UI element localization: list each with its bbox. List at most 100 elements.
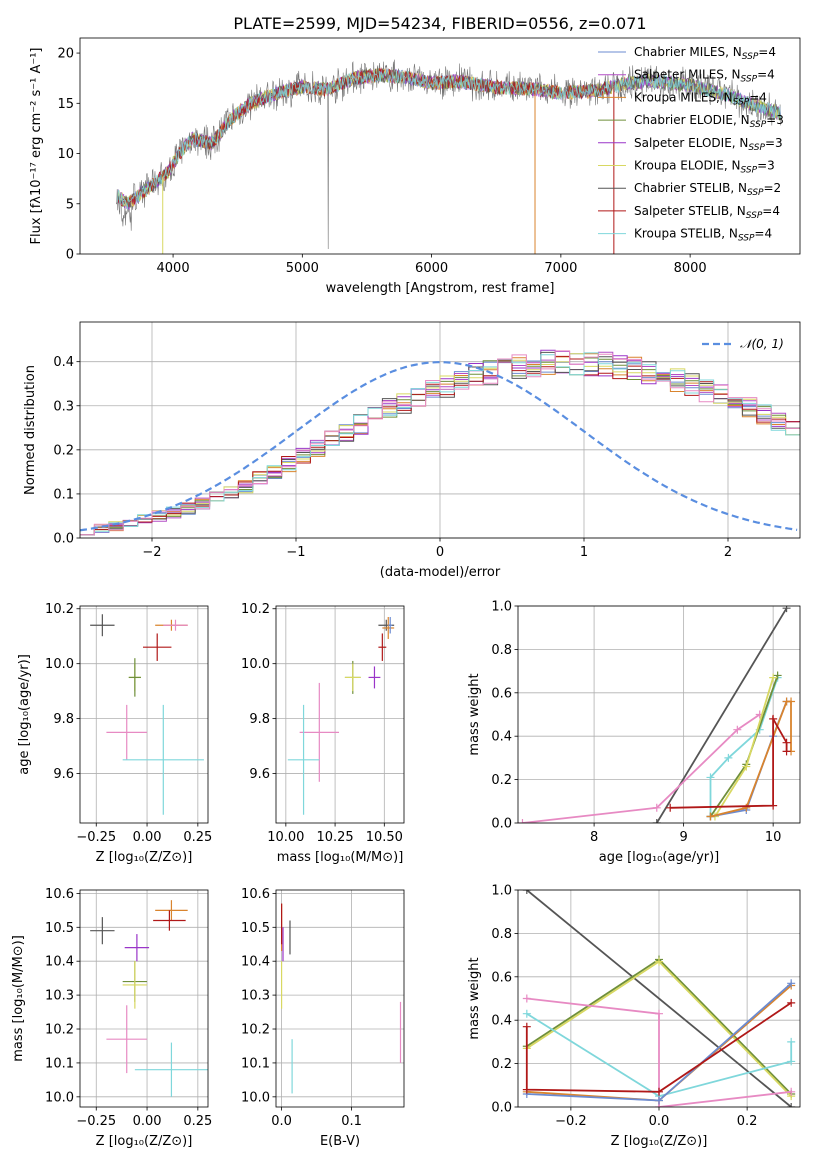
legend-entry: Kroupa STELIB, NSSP=4 <box>634 227 772 244</box>
axes-frame <box>517 605 801 824</box>
x-axis-label: Z [log₁₀(Z/Z⊙)] <box>96 850 193 865</box>
data-point <box>106 1005 148 1074</box>
y-tick-label: 0.0 <box>53 532 74 547</box>
grid <box>276 606 404 823</box>
series-marker <box>782 738 791 747</box>
legend-entry: 𝒩(0, 1) <box>740 337 784 351</box>
x-tick-label: 0 <box>436 545 444 560</box>
series-marker <box>706 812 715 821</box>
x-tick-label: 8000 <box>674 261 707 276</box>
y-axis-label: age [log₁₀(age/yr)] <box>17 654 32 775</box>
series-marker <box>518 819 527 823</box>
x-axis-label: wavelength [Angstrom, rest frame] <box>326 281 555 296</box>
series-marker <box>742 803 751 812</box>
y-tick-label: 10.0 <box>241 1090 270 1105</box>
x-axis-label: E(B-V) <box>320 1134 360 1149</box>
series-marker <box>522 1085 531 1094</box>
y-tick-label: 0.6 <box>491 686 512 701</box>
y-tick-label: 9.6 <box>53 767 74 782</box>
legend-entry: Kroupa MILES, NSSP=4 <box>634 90 767 107</box>
y-tick-label: 10.6 <box>45 887 74 902</box>
x-axis-label: Z [log₁₀(Z/Z⊙)] <box>96 1134 193 1149</box>
gaussian-curve <box>80 360 798 532</box>
x-axis-label: age [log₁₀(age/yr)] <box>599 850 720 865</box>
data-point <box>134 1042 208 1097</box>
data-point <box>106 704 148 760</box>
x-tick-label: −0.25 <box>76 830 116 845</box>
x-axis-label: mass [log₁₀(M/M⊙)] <box>277 850 404 865</box>
y-tick-label: 9.8 <box>249 712 270 727</box>
x-axis-label: (data-model)/error <box>380 565 501 580</box>
y-tick-label: 1.0 <box>491 884 512 899</box>
x-tick-label: 0.1 <box>341 1114 362 1129</box>
x-tick-label: 7000 <box>544 261 577 276</box>
series-marker <box>706 773 715 782</box>
y-tick-label: 0.2 <box>491 773 512 788</box>
x-tick-label: 0.00 <box>133 830 162 845</box>
residuals-panel: −2 −1 0 1 2 0.0 0.1 0.2 0.3 0.4 (data-model)/error… <box>23 321 801 580</box>
y-tick-label: 5 <box>66 197 74 212</box>
y-tick-label: 0.4 <box>53 355 74 370</box>
grid <box>276 890 404 1107</box>
mass-weight-series <box>526 890 792 1107</box>
spectrum-panel: 4000 5000 6000 7000 8000 0 5 10 15 20 wavelength [… <box>29 14 801 296</box>
axes-frame <box>79 605 209 824</box>
data-point <box>368 666 381 689</box>
y-axis-label: mass [log₁₀(M/M⊙)] <box>11 935 26 1062</box>
legend: Chabrier MILES, NSSP=4 Salpeter MILES, NS… <box>598 45 784 244</box>
plot-area <box>80 349 800 538</box>
series-marker <box>787 979 796 988</box>
axes-frame <box>79 321 801 539</box>
model-spectrum <box>117 69 781 210</box>
y-tick-label: 10.4 <box>241 955 270 970</box>
data-point <box>299 682 340 782</box>
x-tick-label: 0.0 <box>271 1114 292 1129</box>
series-marker <box>742 762 751 771</box>
x-tick-label: 1 <box>580 545 588 560</box>
series-marker <box>773 671 782 680</box>
x-tick-label: 0.25 <box>183 830 212 845</box>
series-marker <box>655 1096 663 1105</box>
y-tick-label: 0.1 <box>53 487 74 502</box>
y-tick-label: 9.8 <box>53 712 74 727</box>
y-tick-label: 0.2 <box>53 443 74 458</box>
massweight_vs_age-panel: 8 9 10 0.0 0.2 0.4 0.6 0.8 1.0 age [log₁₀(age/yr)… <box>467 600 801 865</box>
plot-area <box>287 616 395 815</box>
mass-weight-series <box>526 1012 793 1098</box>
legend: 𝒩(0, 1) <box>702 337 784 351</box>
mass_vs_ebv-panel: 0.0 0.1 10.0 10.1 10.2 10.3 10.4 10.5 10.6 E(B-V) <box>241 887 405 1149</box>
axes-frame <box>275 889 405 1108</box>
y-axis-label: mass weight <box>467 673 482 755</box>
x-tick-label: 10.25 <box>316 830 353 845</box>
data-point <box>378 633 387 661</box>
legend-entry: Salpeter ELODIE, NSSP=3 <box>634 136 783 153</box>
data-point <box>153 910 186 931</box>
series-marker <box>655 957 663 966</box>
grid <box>80 606 208 823</box>
y-axis-label: Flux [fλ10⁻¹⁷ erg cm⁻² s⁻¹ A⁻¹] <box>29 48 44 245</box>
legend-entry: Salpeter MILES, NSSP=4 <box>634 68 775 85</box>
plot-area <box>115 59 781 254</box>
x-tick-label: 10 <box>765 830 782 845</box>
data-point <box>155 900 188 921</box>
y-tick-label: 15 <box>57 97 74 112</box>
series-marker <box>522 890 531 894</box>
y-tick-label: 0.8 <box>491 643 512 658</box>
data-point <box>90 917 115 945</box>
chart-title: PLATE=2599, MJD=54234, FIBERID=0556, z=0… <box>233 14 646 33</box>
x-tick-label: 4000 <box>157 261 190 276</box>
y-tick-label: 10.0 <box>45 657 74 672</box>
y-tick-label: 0.8 <box>491 927 512 942</box>
y-tick-label: 10.3 <box>45 989 74 1004</box>
x-tick-label: −2 <box>142 545 161 560</box>
x-tick-label: 2 <box>724 545 732 560</box>
series-marker <box>652 819 661 823</box>
histogram-series <box>80 350 800 538</box>
x-tick-label: 0.00 <box>133 1114 162 1129</box>
mass-weight-series <box>525 1002 792 1093</box>
y-axis-label: Normed distribution <box>23 365 38 495</box>
plot-area <box>522 890 796 1107</box>
mass-weight-series <box>522 713 761 823</box>
y-tick-label: 0.6 <box>491 970 512 985</box>
